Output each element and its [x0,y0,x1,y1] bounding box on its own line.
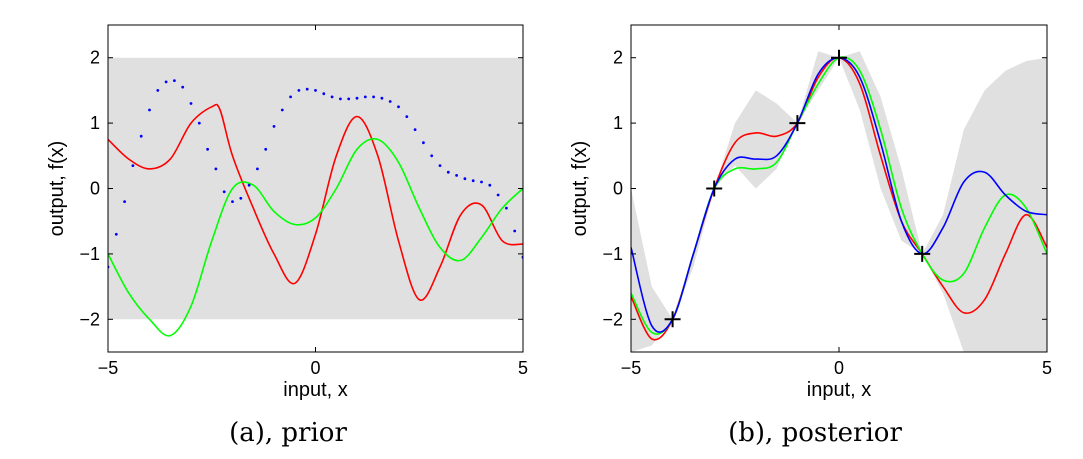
posterior-ytick-label: 1 [613,113,623,133]
prior-series-blue-point [189,102,193,105]
prior-series-blue-point [488,183,492,187]
prior-series-blue-point [505,206,508,210]
prior-series-blue-point [355,96,359,100]
prior-series-blue-point [413,128,417,132]
posterior-xtick-label: −5 [621,358,642,378]
prior-ytick-label: 1 [90,113,100,133]
prior-series-blue-point [305,87,309,91]
prior-series-blue-point [513,229,517,233]
prior-series-blue-point [289,95,292,99]
prior-series-red [108,103,523,301]
prior-series-blue-point [405,115,409,118]
prior-ytick-label: −2 [79,309,100,329]
posterior-observation-marker [664,311,681,328]
prior-xtick-label: 5 [518,358,528,378]
prior-ytick-label: 0 [90,179,100,199]
prior-plot-area [108,57,523,337]
prior-series-blue-point [446,170,450,174]
prior-xlabel: input, x [283,379,347,401]
posterior-xtick-label: 0 [834,358,844,378]
posterior-ylabel: output, f(x) [569,141,591,237]
prior-series-blue-point [480,180,483,184]
prior-series-blue [108,79,523,269]
prior-ytick-label: 2 [90,48,100,68]
prior-series-blue-point [397,105,400,109]
prior-series-blue-point [372,95,375,99]
posterior-observation-marker [789,115,806,132]
prior-series-blue-point [471,179,475,183]
posterior-ytick-label: −2 [602,309,623,329]
posterior-xtick-label: 5 [1042,358,1052,378]
prior-series-blue-point [422,141,425,145]
prior-series-blue-point [496,193,500,197]
prior-series-blue-point [181,85,185,89]
posterior-uncertainty-band [631,51,1047,352]
prior-series-blue-point [139,134,143,138]
prior-xtick-label: −5 [98,358,119,378]
prior-series-blue-point [123,200,126,204]
prior-uncertainty-band [108,57,523,320]
prior-series-blue-point [173,79,176,82]
prior-series-blue-point [247,183,251,187]
prior-series-blue-point [231,200,234,204]
prior-series-blue-point [239,196,243,200]
posterior-observation-marker [914,245,931,262]
posterior-ytick-label: −1 [602,244,623,264]
prior-ytick-label: −1 [79,244,100,264]
prior-series-blue-point [430,154,434,158]
prior-series-blue-point [131,164,135,168]
posterior-ytick-label: 0 [613,179,623,199]
posterior-observation-marker [831,49,847,66]
prior-series-blue-point [314,89,317,92]
posterior-xlabel: input, x [807,379,871,401]
prior-series-blue-point [164,80,168,84]
prior-series-blue-point [347,97,351,101]
prior-series-blue-point [322,92,326,96]
prior-series-blue-point [380,96,384,100]
posterior-plot-area [631,51,1047,352]
prior-series-blue-point [264,147,268,151]
posterior-ytick-label: 2 [613,48,623,68]
prior-series-blue-point [438,164,442,168]
prior-panel: −5 0 5 −2 −1 0 1 2 input, x output, f(x) (a), prio… [46,24,528,448]
prior-series-blue-point [272,125,276,128]
prior-series-green [108,138,523,337]
posterior-observation-marker [706,180,723,197]
prior-series-blue-point [455,174,458,177]
prior-series-blue-point [339,97,342,101]
prior-series-blue-point [463,177,467,181]
prior-series-blue-point [148,108,151,112]
posterior-observations [664,49,931,328]
posterior-caption: (b), posterior [728,418,902,448]
prior-caption: (a), prior [229,418,347,448]
prior-xtick-label: 0 [310,358,320,378]
prior-series-blue-point [206,147,210,151]
prior-series-blue-point [222,190,226,194]
prior-series-blue-point [330,95,334,99]
prior-series-blue-point [197,121,201,125]
prior-series-blue-point [156,89,160,92]
prior-series-blue-point [256,167,259,171]
prior-ylabel: output, f(x) [46,141,68,237]
prior-series-blue-point [214,167,218,171]
posterior-panel: −5 0 5 −2 −1 0 1 2 input, x output, f(x) (b), post… [569,24,1052,448]
prior-series-blue-point [388,100,392,103]
prior-series-blue-point [363,95,367,99]
prior-series-blue-point [114,232,118,236]
prior-series-blue-point [280,108,284,112]
prior-series-blue-point [297,89,301,92]
